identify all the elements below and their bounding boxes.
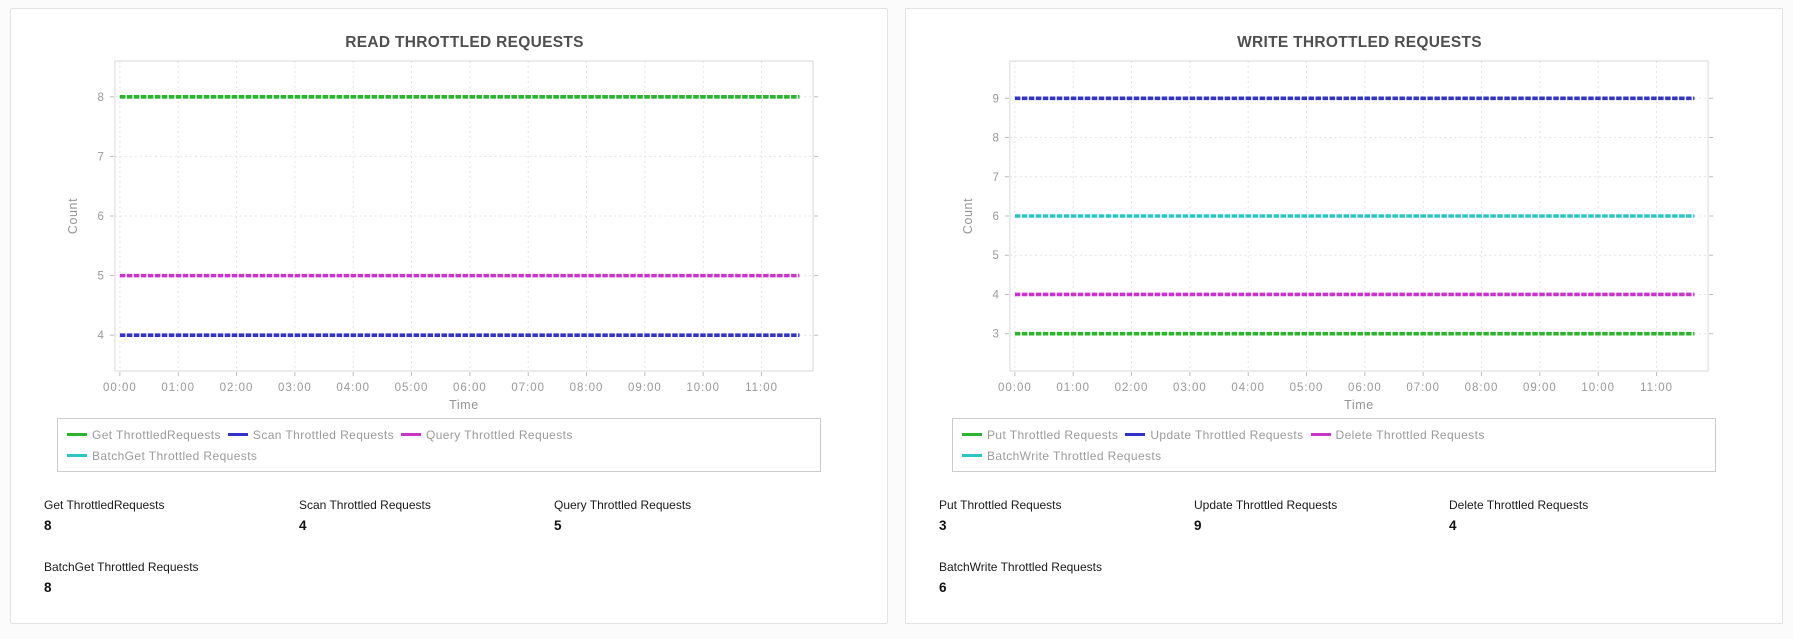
stat-label: Get ThrottledRequests [44, 498, 165, 512]
stat-item: Scan Throttled Requests 4 [299, 498, 554, 534]
legend-label: Get ThrottledRequests [92, 427, 221, 442]
stat-value: 8 [44, 580, 52, 595]
x-tick-label: 09:00 [1523, 382, 1557, 394]
y-axis-label: Count [66, 198, 80, 234]
stat-value: 8 [44, 518, 52, 533]
x-tick-label: 11:00 [745, 382, 778, 394]
y-tick-label: 8 [98, 92, 105, 104]
stat-value: 9 [1194, 518, 1202, 533]
write-chart-legend: Put Throttled Requests Update Throttled R… [952, 418, 1716, 472]
stat-value: 6 [939, 580, 947, 595]
stat-item: BatchWrite Throttled Requests 6 [939, 560, 1194, 596]
legend-item: Put Throttled Requests [962, 424, 1118, 445]
legend-label: BatchGet Throttled Requests [92, 448, 258, 463]
y-tick-label: 6 [993, 211, 1000, 223]
stat-label: BatchWrite Throttled Requests [939, 560, 1102, 574]
legend-label: Update Throttled Requests [1150, 427, 1304, 442]
stat-item: Update Throttled Requests 9 [1194, 498, 1449, 534]
x-tick-label: 04:00 [336, 382, 370, 394]
y-tick-label: 4 [98, 330, 105, 342]
legend-label: BatchWrite Throttled Requests [987, 448, 1162, 463]
y-tick-label: 8 [993, 133, 1000, 145]
stat-label: Scan Throttled Requests [299, 498, 431, 512]
stat-item: Query Throttled Requests 5 [554, 498, 809, 534]
x-tick-label: 09:00 [628, 382, 662, 394]
legend-label: Delete Throttled Requests [1335, 427, 1485, 442]
legend-label: Query Throttled Requests [425, 427, 573, 442]
y-tick-label: 3 [993, 329, 1000, 341]
write-throttled-chart[interactable]: 00:00 01:00 02:00 03:00 04:00 05:00 06:00 07:00… [906, 9, 1782, 411]
x-tick-label: 08:00 [1465, 382, 1499, 394]
x-tick-label: 11:00 [1640, 382, 1673, 394]
legend-swatch-icon [227, 433, 248, 436]
x-tick-label: 02:00 [1115, 382, 1149, 394]
y-tick-label: 9 [993, 93, 1000, 105]
x-axis-label: Time [449, 398, 479, 411]
legend-swatch-icon [400, 433, 421, 436]
legend-swatch-icon [962, 454, 982, 457]
y-tick-label: 7 [98, 151, 105, 163]
stat-value: 4 [299, 518, 307, 533]
x-tick-label: 03:00 [1173, 382, 1207, 394]
stat-label: BatchGet Throttled Requests [44, 560, 199, 574]
x-tick-label: 10:00 [1581, 382, 1615, 394]
legend-item: BatchGet Throttled Requests [67, 445, 257, 466]
chart-title-write: WRITE THROTTLED REQUESTS [1237, 34, 1482, 51]
stat-item: Delete Throttled Requests 4 [1449, 498, 1704, 534]
legend-label: Put Throttled Requests [987, 427, 1119, 442]
x-tick-label: 07:00 [511, 382, 545, 394]
legend-swatch-icon [1310, 433, 1331, 436]
legend-swatch-icon [67, 454, 87, 457]
legend-item: Update Throttled Requests [1125, 424, 1303, 445]
read-chart-stats: Get ThrottledRequests 8 Scan Throttled Req… [44, 498, 809, 596]
x-tick-label: 00:00 [103, 382, 137, 394]
y-tick-label: 7 [993, 172, 1000, 184]
x-tick-label: 07:00 [1406, 382, 1440, 394]
stat-label: Put Throttled Requests [939, 498, 1062, 512]
x-tick-label: 00:00 [998, 382, 1032, 394]
x-tick-label: 01:00 [1056, 382, 1090, 394]
x-tick-label: 04:00 [1231, 382, 1265, 394]
stat-item: BatchGet Throttled Requests 8 [44, 560, 299, 596]
x-tick-label: 06:00 [453, 382, 487, 394]
stat-value: 5 [554, 518, 562, 533]
legend-item: Query Throttled Requests [400, 424, 573, 445]
stat-label: Query Throttled Requests [554, 498, 692, 512]
y-tick-label: 5 [993, 250, 1000, 262]
legend-swatch-icon [1125, 433, 1146, 436]
y-axis-label: Count [961, 198, 975, 234]
legend-item: Delete Throttled Requests [1310, 424, 1485, 445]
y-tick-label: 5 [98, 271, 105, 283]
x-tick-label: 06:00 [1348, 382, 1382, 394]
x-tick-label: 05:00 [1290, 382, 1324, 394]
stat-item: Put Throttled Requests 3 [939, 498, 1194, 534]
legend-label: Scan Throttled Requests [252, 427, 394, 442]
y-tick-label: 6 [98, 211, 105, 223]
stat-value: 3 [939, 518, 947, 533]
panel-read-throttled-requests: READ THROTTLED REQUESTS 00:00 01:00 02:00 0… [10, 8, 888, 624]
x-tick-label: 02:00 [220, 382, 254, 394]
read-chart-legend: Get ThrottledRequests Scan Throttled Requ… [57, 418, 821, 472]
legend-swatch-icon [962, 433, 982, 436]
x-tick-label: 05:00 [395, 382, 429, 394]
stat-label: Delete Throttled Requests [1449, 498, 1589, 512]
chart-title-read: READ THROTTLED REQUESTS [345, 34, 584, 51]
legend-swatch-icon [67, 433, 87, 436]
x-axis-label: Time [1344, 398, 1374, 411]
stat-label: Update Throttled Requests [1194, 498, 1338, 512]
panel-write-throttled-requests: WRITE THROTTLED REQUESTS 00:00 01:00 02:00… [905, 8, 1783, 624]
legend-item: Scan Throttled Requests [227, 424, 394, 445]
x-tick-label: 03:00 [278, 382, 312, 394]
x-tick-label: 01:00 [161, 382, 195, 394]
y-tick-label: 4 [993, 289, 1000, 301]
read-throttled-chart[interactable]: 00:00 01:00 02:00 03:00 04:00 05:00 06:00 07:00… [11, 9, 887, 411]
legend-item: BatchWrite Throttled Requests [962, 445, 1162, 466]
x-tick-label: 08:00 [570, 382, 604, 394]
stat-value: 4 [1449, 518, 1457, 533]
write-chart-stats: Put Throttled Requests 3 Update Throttled … [939, 498, 1704, 596]
x-tick-label: 10:00 [686, 382, 720, 394]
legend-item: Get ThrottledRequests [67, 424, 221, 445]
stat-item: Get ThrottledRequests 8 [44, 498, 299, 534]
